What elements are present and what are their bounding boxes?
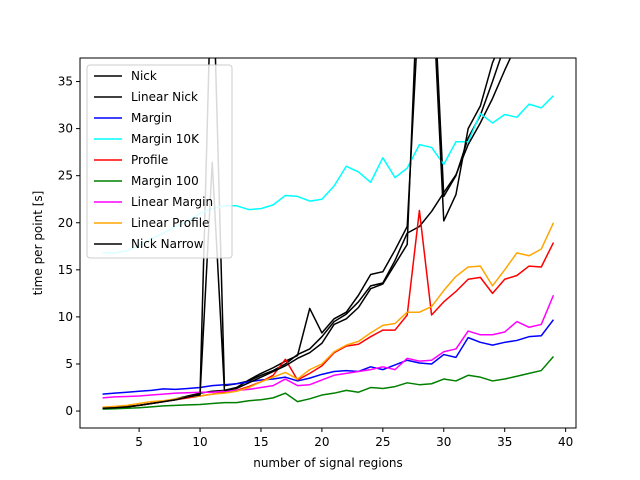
x-tick-label: 10 bbox=[192, 435, 207, 449]
y-tick-label: 10 bbox=[58, 310, 73, 324]
x-tick-label: 40 bbox=[558, 435, 573, 449]
legend-label-margin-100: Margin 100 bbox=[131, 174, 199, 188]
series-line-margin bbox=[102, 319, 555, 395]
x-tick-label: 25 bbox=[375, 435, 390, 449]
x-tick-label: 30 bbox=[436, 435, 451, 449]
x-tick-label: 35 bbox=[497, 435, 512, 449]
plot-frame bbox=[79, 57, 577, 429]
legend-label-linear-nick: Linear Nick bbox=[131, 90, 198, 104]
legend-label-linear-profile: Linear Profile bbox=[131, 216, 209, 230]
legend-label-margin: Margin bbox=[131, 111, 172, 125]
series-line-linear-margin bbox=[102, 294, 555, 399]
y-tick-label: 0 bbox=[65, 404, 73, 418]
y-tick-label: 20 bbox=[58, 216, 73, 230]
legend-label-nick-narrow: Nick Narrow bbox=[131, 237, 204, 251]
y-tick-label: 30 bbox=[58, 122, 73, 136]
y-tick-label: 5 bbox=[65, 357, 73, 371]
x-axis-label: number of signal regions bbox=[253, 456, 403, 470]
y-axis-label: time per point [s] bbox=[31, 191, 45, 296]
legend-box bbox=[86, 64, 233, 259]
legend-label-nick: Nick bbox=[131, 69, 157, 83]
x-tick-label: 5 bbox=[135, 435, 143, 449]
x-tick-label: 20 bbox=[314, 435, 329, 449]
legend-label-linear-margin: Linear Margin bbox=[131, 195, 213, 209]
legend-label-profile: Profile bbox=[131, 153, 168, 167]
x-tick-label: 15 bbox=[253, 435, 268, 449]
y-tick-label: 35 bbox=[58, 75, 73, 89]
series-line-margin-100 bbox=[102, 355, 555, 410]
series-line-nick-narrow bbox=[102, 58, 496, 409]
series-line-linear-profile bbox=[102, 222, 555, 409]
axis-layer: 5 10 15 20 25 30 35 40 0 5 10 15 20 25 30 35 bbox=[58, 75, 574, 449]
y-tick-label: 25 bbox=[58, 169, 73, 183]
legend: Nick Linear Nick Margin Margin 10K Profile Ma… bbox=[86, 64, 233, 259]
legend-label-margin-10k: Margin 10K bbox=[131, 132, 200, 146]
y-tick-label: 15 bbox=[58, 263, 73, 277]
